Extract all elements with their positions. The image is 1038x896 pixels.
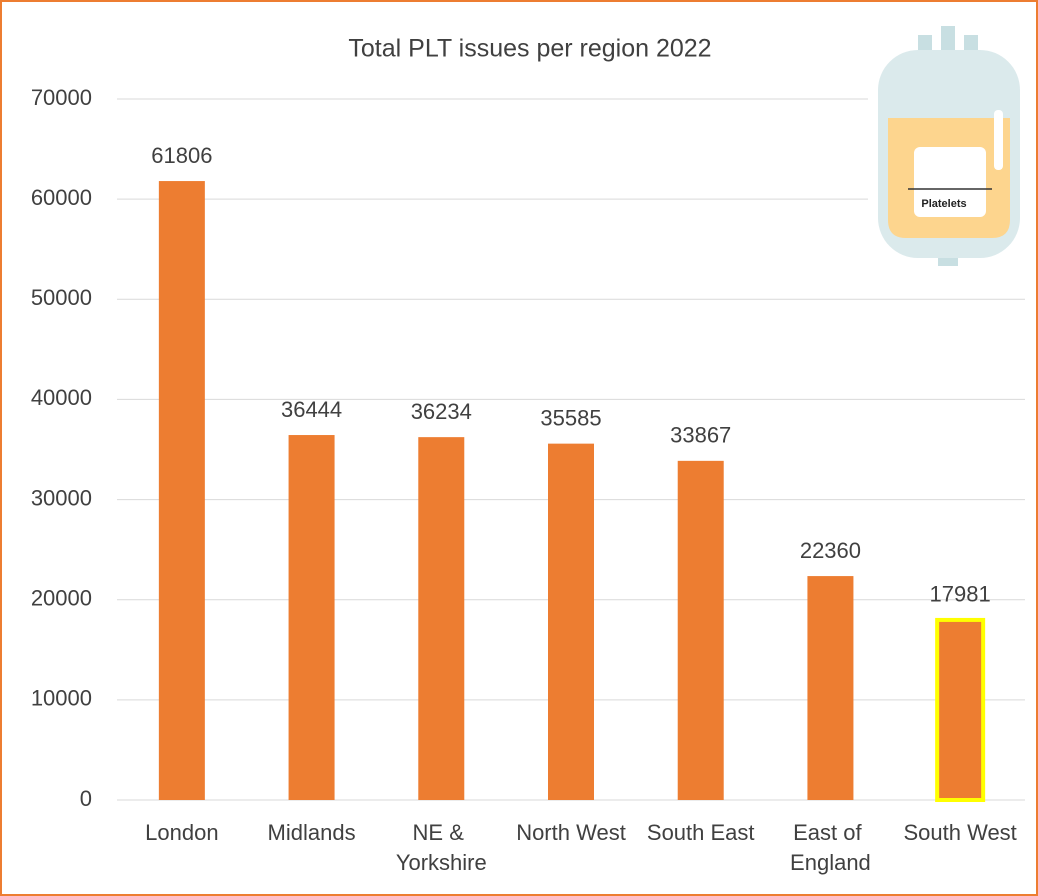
y-tick-label: 30000 — [31, 485, 92, 510]
platelet-bag-icon: Platelets — [868, 20, 1028, 275]
y-tick-label: 20000 — [31, 586, 92, 611]
x-tick-label: South East — [647, 820, 755, 845]
data-label: 22360 — [800, 538, 861, 563]
data-label: 17981 — [930, 582, 991, 607]
data-label: 61806 — [151, 143, 212, 168]
bar — [159, 181, 205, 800]
bar — [678, 461, 724, 800]
bar — [807, 576, 853, 800]
chart-title: Total PLT issues per region 2022 — [348, 35, 711, 63]
bar — [289, 435, 335, 800]
y-tick-label: 40000 — [31, 385, 92, 410]
y-tick-label: 60000 — [31, 185, 92, 210]
x-tick-label: London — [145, 820, 218, 845]
data-label: 35585 — [540, 405, 601, 430]
x-tick-label: South West — [903, 820, 1016, 845]
x-tick-label: North West — [516, 820, 626, 845]
chart: Platelets Total PLT issues per region 20… — [0, 0, 1038, 896]
data-label: 33867 — [670, 423, 731, 448]
y-tick-label: 0 — [80, 786, 92, 811]
y-tick-label: 70000 — [31, 85, 92, 110]
bar — [937, 620, 983, 800]
data-label: 36444 — [281, 397, 342, 422]
data-label: 36234 — [411, 399, 472, 424]
bar — [418, 437, 464, 800]
y-tick-label: 10000 — [31, 686, 92, 711]
bar — [548, 444, 594, 800]
x-tick-label: Midlands — [268, 820, 356, 845]
y-tick-label: 50000 — [31, 285, 92, 310]
icon-label: Platelets — [921, 198, 966, 210]
